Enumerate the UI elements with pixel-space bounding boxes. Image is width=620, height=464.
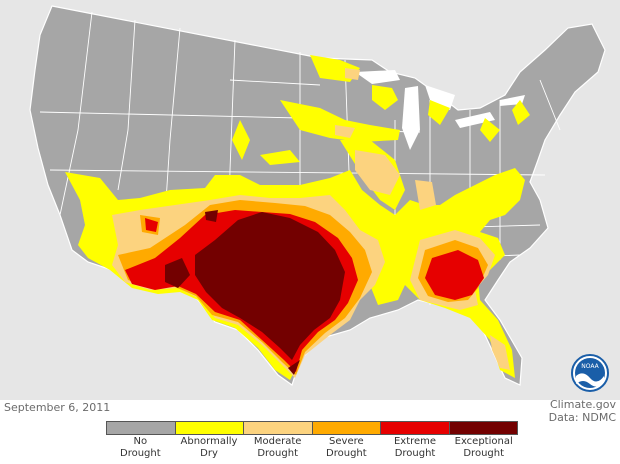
legend-swatch-severe: [312, 422, 381, 434]
legend-swatch-moderate: [244, 422, 313, 434]
great-lakes: [355, 70, 525, 150]
legend-swatch-abnormally-dry: [175, 422, 244, 434]
credit-source: Climate.gov: [549, 398, 616, 411]
legend-labels: No Drought Abnormally Dry Moderate Drought …: [106, 436, 518, 460]
map-date: September 6, 2011: [4, 401, 111, 414]
legend-label-no-drought: No Drought: [120, 436, 161, 459]
legend-swatch-no-drought: [107, 422, 176, 434]
legend-label-abnormally-dry: Abnormally Dry: [180, 436, 238, 459]
drought-exceptional: [165, 210, 345, 375]
legend-swatch-extreme: [381, 422, 450, 434]
drought-map: NOAA: [0, 0, 620, 400]
legend-bar: [106, 421, 518, 435]
legend-label-moderate: Moderate Drought: [253, 436, 302, 459]
legend-label-extreme: Extreme Drought: [393, 436, 437, 459]
legend-swatch-exceptional: [449, 422, 517, 434]
noaa-logo: NOAA: [571, 354, 609, 392]
map-svg: NOAA: [0, 0, 620, 400]
credit-data: Data: NDMC: [548, 411, 616, 424]
legend-label-severe: Severe Drought: [326, 436, 367, 459]
credit-block: Climate.gov Data: NDMC: [549, 398, 616, 424]
legend-label-exceptional: Exceptional Drought: [454, 436, 513, 459]
noaa-logo-text: NOAA: [581, 363, 599, 370]
